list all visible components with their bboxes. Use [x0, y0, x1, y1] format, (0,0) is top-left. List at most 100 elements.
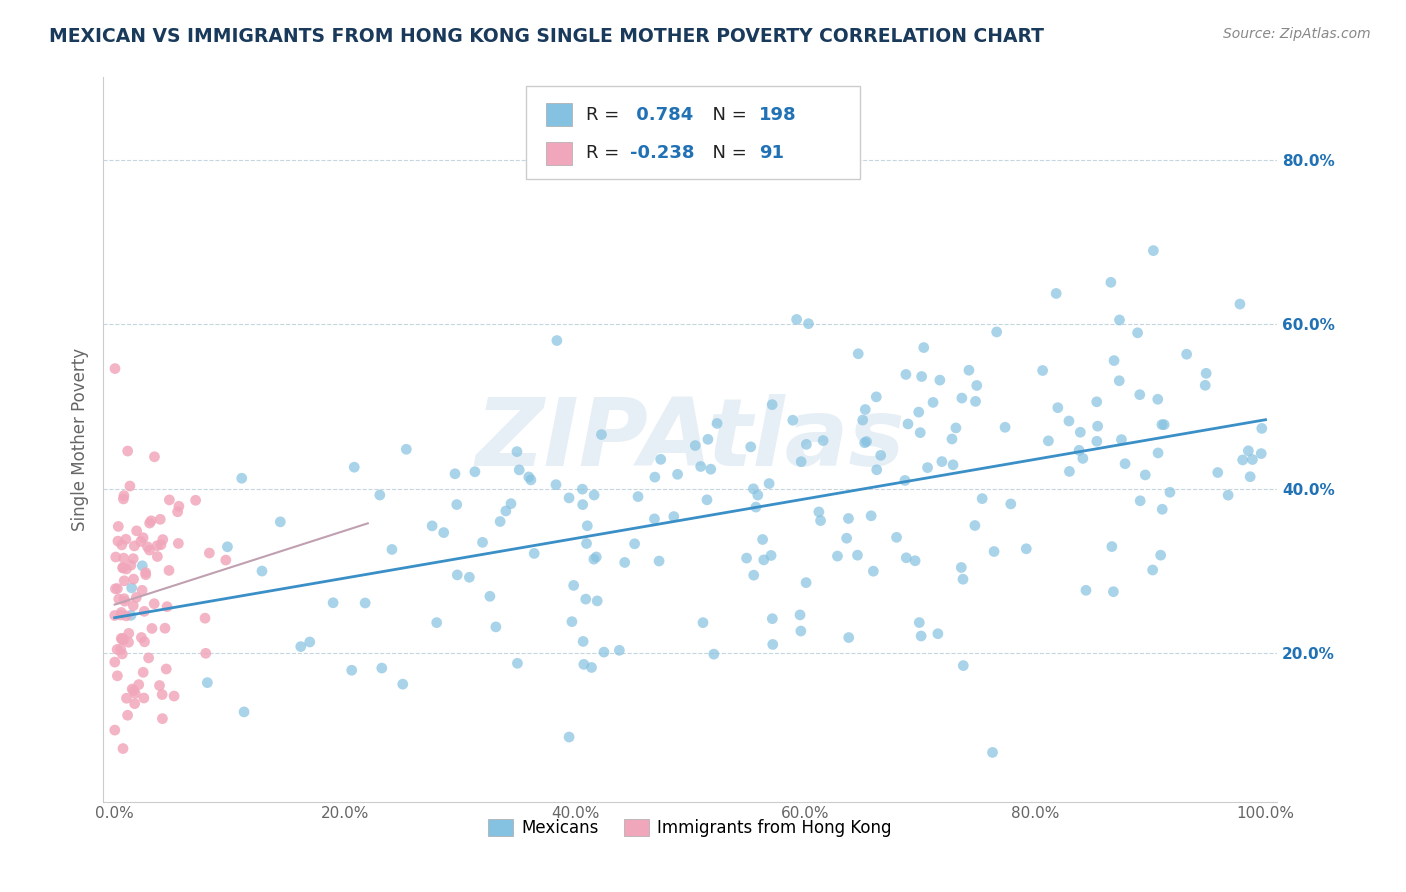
Point [520, 473, 543, 487]
Point [105, 669, 128, 683]
Point [706, 417, 728, 431]
Point [157, 492, 180, 507]
Point [1099, 276, 1122, 290]
Point [1108, 313, 1130, 327]
Point [1067, 443, 1090, 458]
Point [1085, 394, 1108, 409]
Point [167, 500, 190, 514]
Point [143, 450, 166, 464]
Point [114, 594, 136, 608]
Point [703, 647, 725, 661]
Point [371, 661, 394, 675]
Point [135, 567, 157, 582]
Point [696, 492, 718, 507]
Point [128, 677, 150, 691]
Point [1237, 443, 1260, 458]
Point [627, 490, 650, 504]
Point [132, 691, 155, 706]
Point [250, 564, 273, 578]
Point [643, 512, 665, 526]
Point [761, 398, 783, 412]
Point [794, 575, 817, 590]
Point [981, 746, 1004, 760]
Point [751, 533, 773, 547]
Point [111, 647, 134, 661]
Point [523, 546, 546, 560]
Point [1045, 286, 1067, 301]
Point [117, 708, 139, 723]
Point [963, 518, 986, 533]
Point [125, 591, 148, 605]
Point [862, 564, 884, 578]
Point [112, 489, 135, 503]
Point [907, 405, 929, 419]
Point [683, 438, 706, 452]
Point [112, 591, 135, 606]
Point [922, 395, 945, 409]
Text: N =: N = [700, 106, 752, 124]
Point [1102, 353, 1125, 368]
Point [395, 442, 418, 457]
Point [115, 562, 138, 576]
Point [322, 596, 344, 610]
Point [544, 477, 567, 491]
Point [897, 417, 920, 431]
Point [420, 519, 443, 533]
Point [1108, 374, 1130, 388]
Point [381, 542, 404, 557]
Point [157, 563, 180, 577]
Point [747, 488, 769, 502]
Point [111, 741, 134, 756]
Point [575, 592, 598, 607]
Point [194, 646, 217, 660]
Point [506, 657, 529, 671]
FancyBboxPatch shape [546, 142, 571, 165]
Point [852, 413, 875, 427]
Point [894, 474, 917, 488]
Point [135, 566, 157, 580]
Point [886, 530, 908, 544]
Point [1015, 541, 1038, 556]
Text: 91: 91 [759, 145, 785, 162]
Point [790, 624, 813, 638]
Point [838, 631, 860, 645]
Point [796, 437, 818, 451]
Point [1101, 540, 1123, 554]
Text: R =: R = [586, 145, 624, 162]
Point [104, 549, 127, 564]
Point [122, 683, 145, 698]
Point [1135, 467, 1157, 482]
Point [231, 471, 253, 485]
Point [1153, 417, 1175, 432]
Point [121, 681, 143, 696]
Point [758, 476, 780, 491]
Point [762, 637, 785, 651]
Point [485, 620, 508, 634]
Point [759, 549, 782, 563]
Point [1057, 414, 1080, 428]
Point [609, 643, 631, 657]
Point [761, 612, 783, 626]
Point [110, 632, 132, 646]
Point [797, 317, 820, 331]
Point [752, 553, 775, 567]
Point [571, 498, 593, 512]
Point [1114, 457, 1136, 471]
Point [745, 500, 768, 515]
Point [904, 554, 927, 568]
Point [931, 454, 953, 468]
Point [368, 488, 391, 502]
Point [134, 634, 156, 648]
Point [141, 622, 163, 636]
Point [1069, 425, 1091, 440]
Point [134, 604, 156, 618]
Point [104, 655, 127, 669]
Point [146, 549, 169, 564]
Y-axis label: Single Mother Poverty: Single Mother Poverty [72, 348, 89, 531]
Point [290, 640, 312, 654]
Point [149, 538, 172, 552]
Point [1142, 563, 1164, 577]
Point [591, 427, 613, 442]
Point [613, 556, 636, 570]
Point [115, 608, 138, 623]
